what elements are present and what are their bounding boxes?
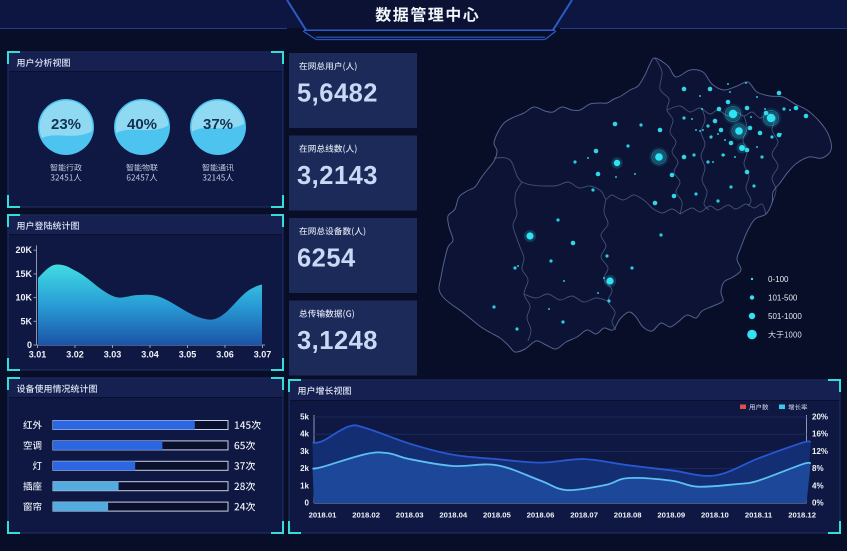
svg-text:3,1248: 3,1248 — [297, 327, 378, 355]
svg-text:2018.11: 2018.11 — [745, 511, 773, 520]
svg-text:23%: 23% — [51, 116, 81, 133]
svg-text:3.03: 3.03 — [104, 350, 122, 360]
svg-text:12%: 12% — [812, 447, 828, 456]
svg-text:3.05: 3.05 — [179, 350, 197, 360]
svg-text:8%: 8% — [812, 464, 824, 473]
svg-text:2018.06: 2018.06 — [527, 511, 555, 520]
svg-text:2018.01: 2018.01 — [309, 511, 338, 520]
svg-text:16%: 16% — [812, 430, 828, 439]
svg-text:2k: 2k — [300, 464, 309, 473]
svg-text:5k: 5k — [300, 413, 309, 422]
svg-text:3,2143: 3,2143 — [297, 162, 378, 190]
svg-text:0: 0 — [305, 499, 310, 508]
svg-text:2018.08: 2018.08 — [614, 511, 643, 520]
svg-text:3.01: 3.01 — [29, 350, 47, 360]
svg-text:2018.12: 2018.12 — [788, 511, 816, 520]
svg-text:101-500: 101-500 — [768, 294, 798, 303]
svg-text:0: 0 — [27, 340, 32, 350]
svg-text:2018.02: 2018.02 — [352, 511, 380, 520]
svg-text:2018.04: 2018.04 — [439, 511, 468, 520]
svg-text:20%: 20% — [812, 413, 828, 422]
svg-text:3.06: 3.06 — [216, 350, 234, 360]
svg-text:3.02: 3.02 — [66, 350, 84, 360]
svg-text:5K: 5K — [20, 316, 32, 326]
svg-text:0-100: 0-100 — [768, 275, 789, 284]
svg-text:4k: 4k — [300, 430, 309, 439]
svg-text:2018.10: 2018.10 — [701, 511, 729, 520]
svg-text:1k: 1k — [300, 481, 309, 490]
svg-text:10K: 10K — [15, 293, 32, 303]
svg-text:3.07: 3.07 — [254, 350, 272, 360]
svg-text:4%: 4% — [812, 481, 824, 490]
svg-text:3.04: 3.04 — [141, 350, 159, 360]
svg-text:2018.03: 2018.03 — [396, 511, 424, 520]
svg-text:2018.07: 2018.07 — [570, 511, 598, 520]
svg-text:15K: 15K — [15, 269, 32, 279]
svg-text:20K: 20K — [15, 245, 32, 255]
svg-text:2018.05: 2018.05 — [483, 511, 512, 520]
svg-text:0%: 0% — [812, 499, 824, 508]
svg-text:501-1000: 501-1000 — [768, 312, 802, 321]
svg-text:37%: 37% — [203, 116, 233, 133]
svg-text:6254: 6254 — [297, 245, 356, 273]
svg-text:5,6482: 5,6482 — [297, 80, 378, 108]
svg-text:3k: 3k — [300, 447, 309, 456]
svg-text:2018.09: 2018.09 — [657, 511, 685, 520]
svg-text:40%: 40% — [127, 116, 157, 133]
